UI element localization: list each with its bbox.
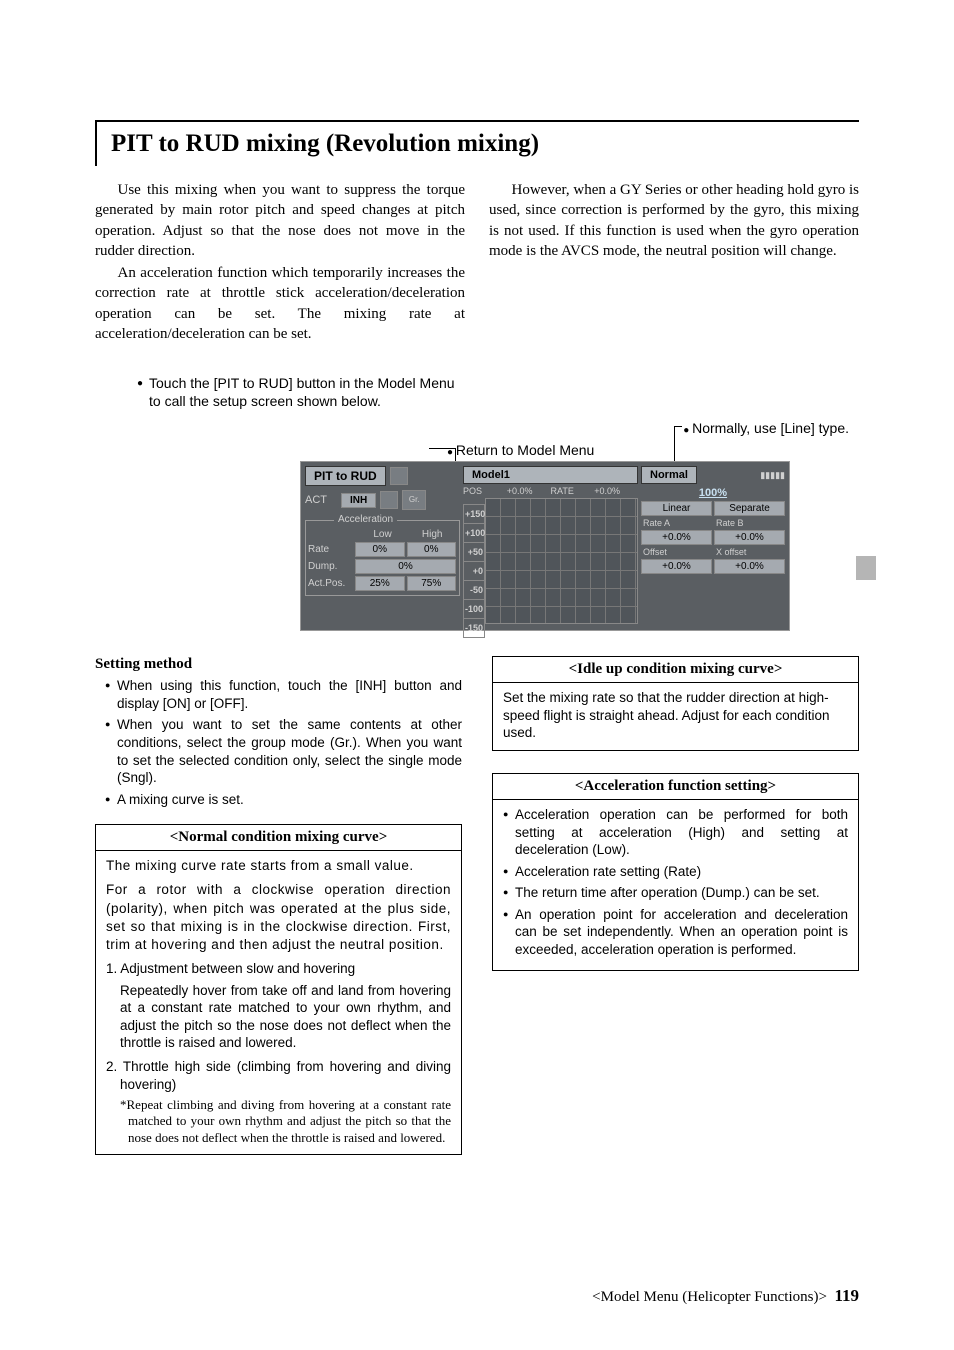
side-tab	[856, 556, 876, 580]
pos-label: POS	[463, 486, 507, 496]
intro-columns: Use this mixing when you want to suppres…	[95, 180, 859, 346]
rateB-label: Rate B	[714, 518, 785, 528]
bottom-columns: Setting method When using this function,…	[95, 656, 859, 1169]
footer-section: <Model Menu (Helicopter Functions)>	[592, 1289, 827, 1305]
rate-label: RATE	[551, 486, 595, 496]
normal-footnote: *Repeat climbing and diving from hoverin…	[106, 1097, 451, 1146]
screen-graph-panel: Model1 POS +0.0% RATE +0.0% +150 +100 +5…	[463, 466, 638, 626]
page-number: 119	[834, 1286, 859, 1305]
rateA-value[interactable]: +0.0%	[641, 530, 712, 545]
leader-line	[429, 448, 455, 449]
normal-step2: 2. Throttle high side (climbing from hov…	[106, 1058, 451, 1093]
dump-value[interactable]: 0%	[355, 559, 456, 574]
normal-step1-body: Repeatedly hover from take off and land …	[106, 982, 451, 1052]
acceleration-box: Acceleration Low High Rate 0% 0% Dump. 0…	[305, 520, 460, 596]
ylabel: +0	[463, 561, 485, 581]
battery-percent: 100%	[641, 487, 785, 499]
xoffset-value[interactable]: +0.0%	[714, 559, 785, 574]
rateA-label: Rate A	[641, 518, 712, 528]
page-title: PIT to RUD mixing (Revolution mixing)	[111, 130, 859, 158]
title-box: PIT to RUD mixing (Revolution mixing)	[95, 120, 859, 166]
callout-return: Return to Model Menu	[447, 442, 594, 458]
left-column: Setting method When using this function,…	[95, 656, 462, 1169]
y-axis-labels: +150 +100 +50 +0 -50 -100 -150	[463, 504, 485, 637]
rateB-value[interactable]: +0.0%	[714, 530, 785, 545]
rate-low-value[interactable]: 0%	[355, 542, 405, 557]
servo-icon[interactable]	[380, 491, 398, 509]
page-footer: <Model Menu (Helicopter Functions)> 119	[592, 1286, 859, 1306]
actpos-row-label: Act.Pos.	[308, 578, 354, 589]
intro-p3: However, when a GY Series or other headi…	[489, 180, 859, 261]
sound-icon[interactable]	[390, 467, 408, 485]
intro-right: However, when a GY Series or other headi…	[489, 180, 859, 346]
normal-p1: The mixing curve rate starts from a smal…	[106, 857, 451, 875]
touch-instruction: Touch the [PIT to RUD] button in the Mod…	[149, 374, 469, 410]
dump-row-label: Dump.	[308, 561, 354, 572]
ylabel: -100	[463, 599, 485, 619]
idle-box-title: <Idle up condition mixing curve>	[492, 656, 859, 682]
setting-bullet: When you want to set the same contents a…	[105, 716, 462, 786]
rate-row-label: Rate	[308, 544, 354, 555]
normal-p2: For a rotor with a clockwise operation d…	[106, 881, 451, 954]
accel-bullet: An operation point for acceleration and …	[503, 906, 848, 959]
curve-grid[interactable]	[485, 498, 638, 624]
linear-button[interactable]: Linear	[641, 501, 712, 516]
separate-button[interactable]: Separate	[714, 501, 785, 516]
setting-method-head: Setting method	[95, 656, 462, 673]
actpos-low-value[interactable]: 25%	[355, 576, 405, 591]
leader-line	[674, 426, 675, 461]
rate-value: +0.0%	[594, 486, 638, 496]
gr-button[interactable]: Gr.	[402, 490, 426, 510]
inh-button[interactable]: INH	[341, 493, 376, 508]
normal-box-title: <Normal condition mixing curve>	[95, 824, 462, 850]
screenshot-area: Normally, use [Line] type. Return to Mod…	[95, 416, 859, 636]
callout-line-type: Normally, use [Line] type.	[683, 420, 849, 436]
device-screenshot: PIT to RUD ACT INH Gr. Acceleration Low …	[300, 461, 790, 631]
normal-step1: 1. Adjustment between slow and hovering	[106, 960, 451, 978]
ylabel: +150	[463, 504, 485, 524]
xoffset-label: X offset	[714, 547, 785, 557]
ylabel: +100	[463, 523, 485, 543]
act-label: ACT	[305, 494, 337, 506]
ylabel: +50	[463, 542, 485, 562]
pos-value: +0.0%	[507, 486, 551, 496]
intro-left: Use this mixing when you want to suppres…	[95, 180, 465, 346]
accel-box-title: Acceleration	[334, 514, 397, 525]
high-label: High	[407, 529, 457, 540]
idle-box: Set the mixing rate so that the rudder d…	[492, 682, 859, 751]
screen-title[interactable]: PIT to RUD	[305, 466, 386, 486]
intro-p2: An acceleration function which temporari…	[95, 263, 465, 344]
offset-value[interactable]: +0.0%	[641, 559, 712, 574]
ylabel: -150	[463, 618, 485, 638]
normal-box: The mixing curve rate starts from a smal…	[95, 850, 462, 1155]
actpos-high-value[interactable]: 75%	[407, 576, 457, 591]
normal-button[interactable]: Normal	[641, 466, 697, 484]
idle-box-body: Set the mixing rate so that the rudder d…	[503, 690, 829, 740]
screen-left-panel: PIT to RUD ACT INH Gr. Acceleration Low …	[305, 466, 460, 596]
leader-line	[674, 426, 682, 427]
battery-icon: ▮▮▮▮▮	[703, 470, 785, 481]
accel-bullet: The return time after operation (Dump.) …	[503, 884, 848, 902]
offset-label: Offset	[641, 547, 712, 557]
right-column: <Idle up condition mixing curve> Set the…	[492, 656, 859, 1169]
intro-p1: Use this mixing when you want to suppres…	[95, 180, 465, 261]
accel-bullet: Acceleration operation can be performed …	[503, 806, 848, 859]
accel-bullet: Acceleration rate setting (Rate)	[503, 863, 848, 881]
setting-bullet: When using this function, touch the [INH…	[105, 677, 462, 712]
rate-high-value[interactable]: 0%	[407, 542, 457, 557]
model-button[interactable]: Model1	[463, 466, 638, 484]
ylabel: -50	[463, 580, 485, 600]
accel-box-title: <Acceleration function setting>	[492, 773, 859, 799]
setting-bullet: A mixing curve is set.	[105, 791, 462, 809]
screen-right-panel: Normal ▮▮▮▮▮ 100% Linear Separate Rate A…	[641, 466, 785, 574]
low-label: Low	[358, 529, 408, 540]
accel-box: Acceleration operation can be performed …	[492, 799, 859, 971]
